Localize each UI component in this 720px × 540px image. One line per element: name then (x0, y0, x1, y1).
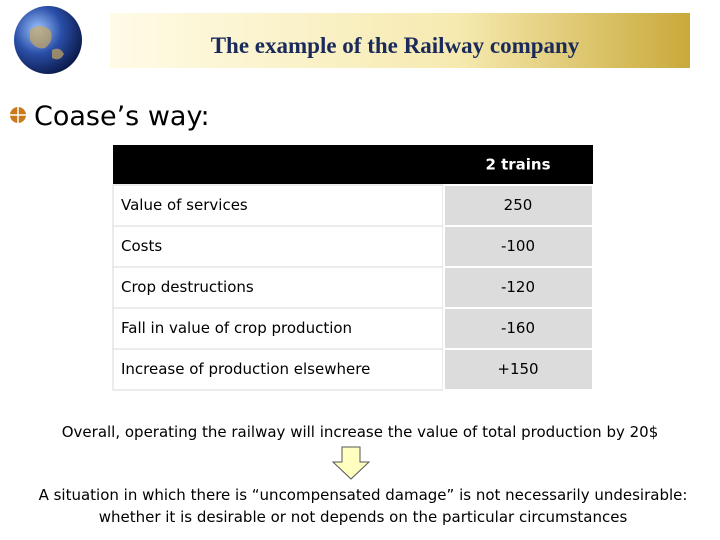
slide-title: The example of the Railway company (211, 33, 580, 58)
row-label: Increase of production elsewhere (121, 360, 370, 378)
label-cell (112, 225, 444, 268)
row-value: -100 (501, 237, 535, 255)
row-label: Value of services (121, 196, 248, 214)
globe-land (30, 26, 64, 60)
row-value: +150 (497, 360, 538, 378)
row-label: Costs (121, 237, 162, 255)
value-cell (443, 184, 594, 227)
label-cell (112, 184, 444, 227)
value-cell (443, 225, 594, 268)
note-line: whether it is desirable or not depends o… (99, 508, 628, 526)
row-label: Fall in value of crop production (121, 319, 352, 337)
bullet-icon (10, 107, 26, 123)
table-header (113, 145, 593, 184)
note-line: A situation in which there is “uncompens… (39, 486, 688, 504)
down-arrow (331, 446, 371, 480)
label-cell (112, 348, 444, 391)
table: 2 trains Value of services 250 Costs -100 Cro… (112, 145, 594, 391)
value-cell (443, 348, 594, 391)
conclusion: Overall, operating the railway will incr… (62, 423, 659, 441)
row-value: 250 (504, 196, 533, 214)
title-bar (110, 13, 690, 68)
row-value: -160 (501, 319, 535, 337)
label-cell (112, 307, 444, 350)
column-header: 2 trains (485, 156, 550, 174)
heading: Coase’s way: (34, 101, 210, 132)
row-value: -120 (501, 278, 535, 296)
value-cell (443, 307, 594, 350)
row-label: Crop destructions (121, 278, 254, 296)
value-cell (443, 266, 594, 309)
